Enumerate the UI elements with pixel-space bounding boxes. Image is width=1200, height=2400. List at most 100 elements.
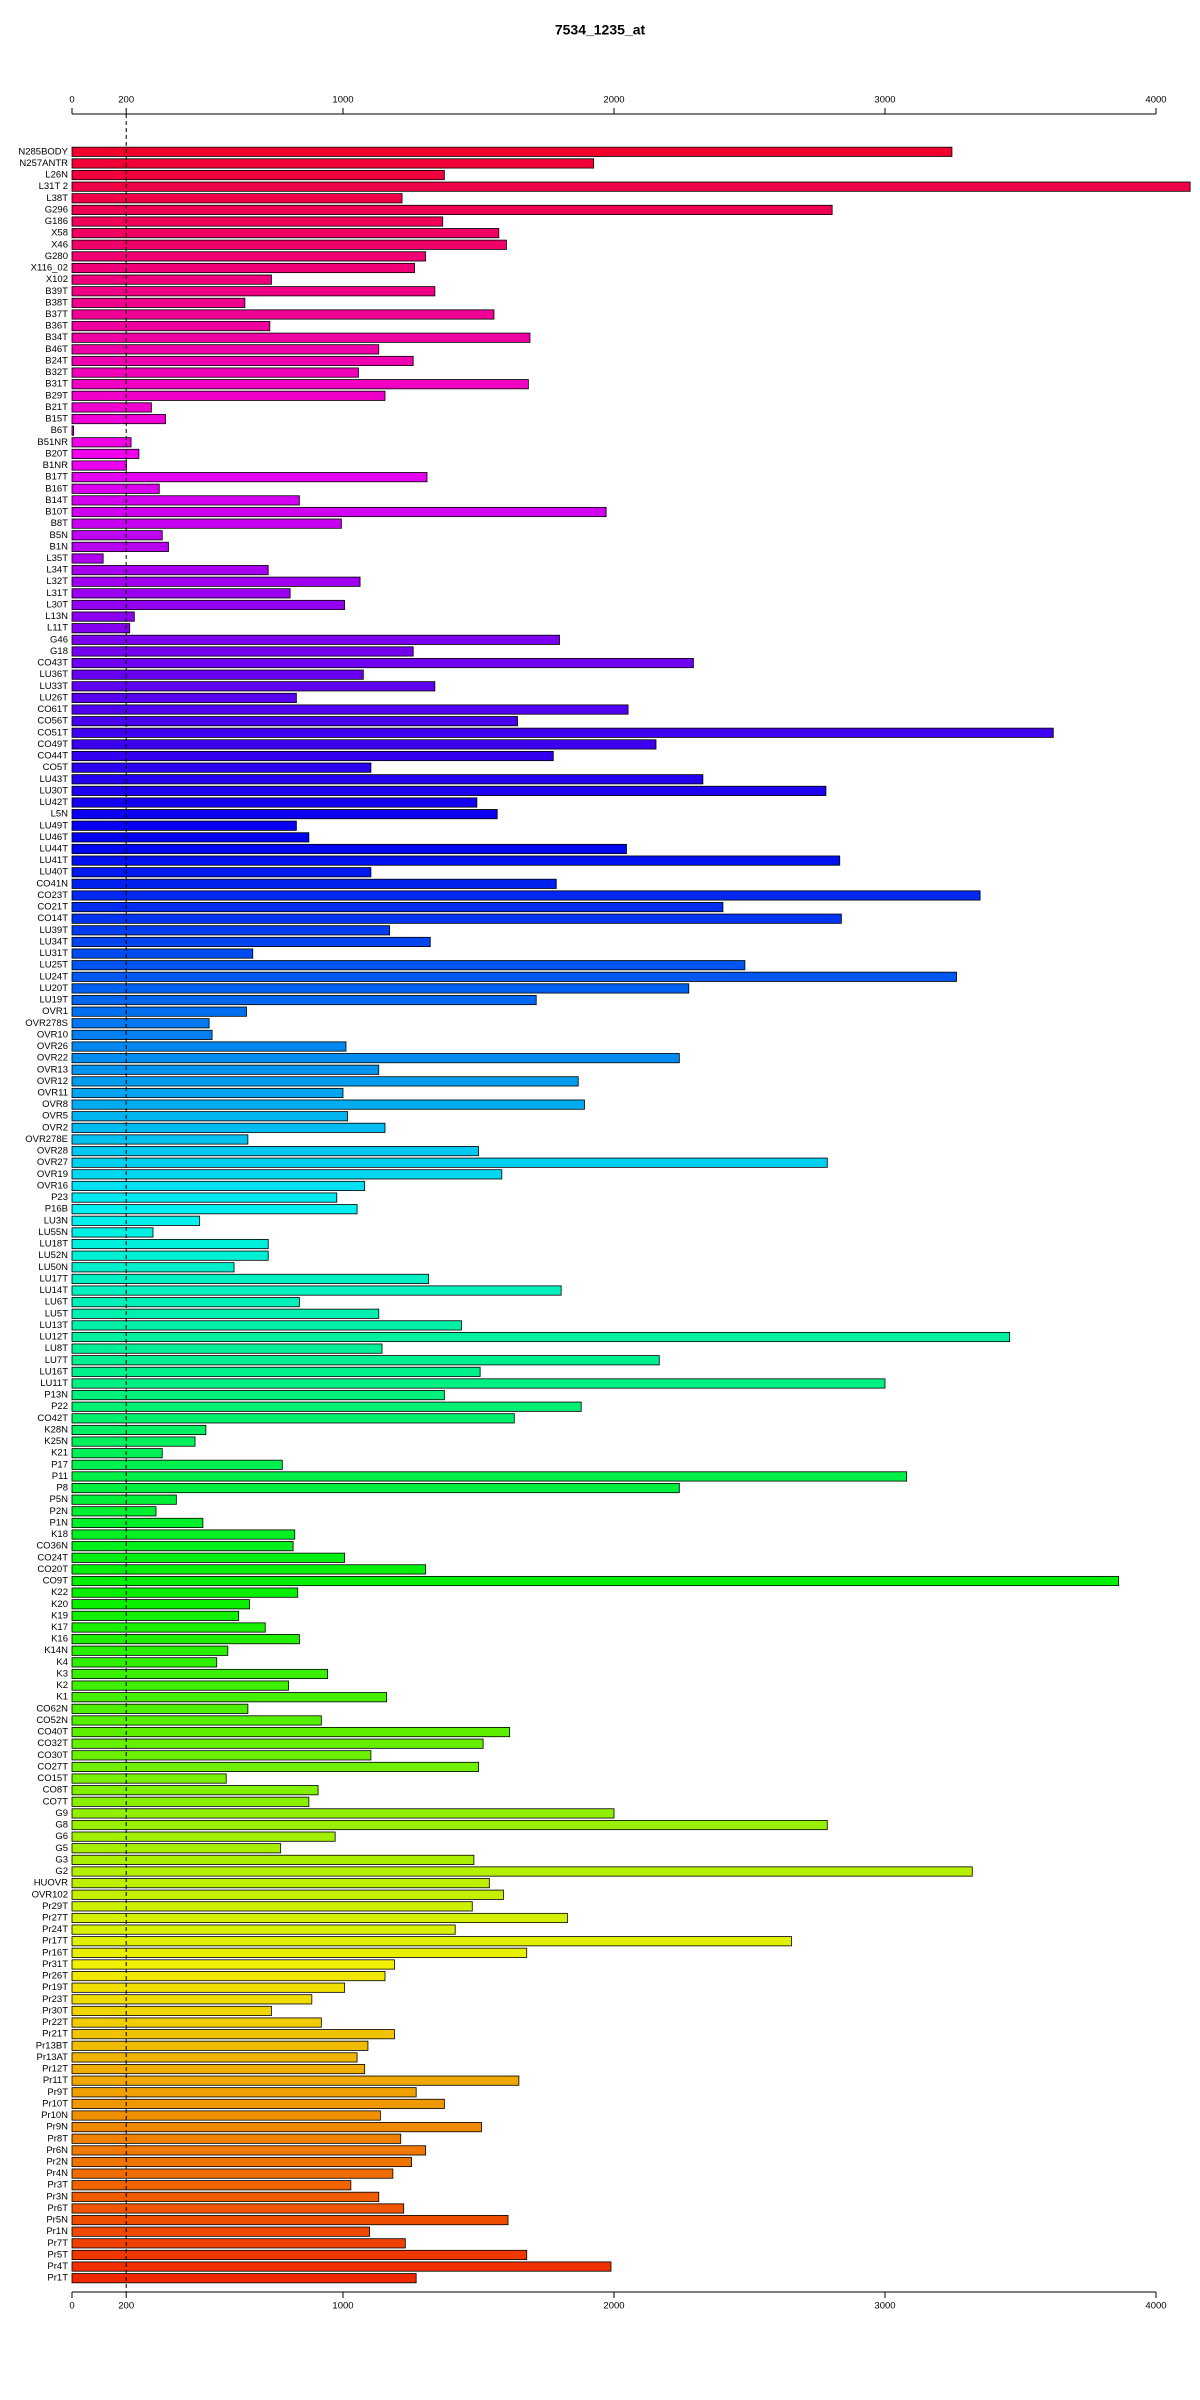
bar: [71, 1819, 828, 1831]
bar: [71, 692, 297, 703]
bar: [71, 193, 403, 204]
bar: [71, 1831, 336, 1842]
y-tick-label: B16T: [45, 483, 68, 494]
y-tick-label: L35T: [46, 553, 68, 564]
y-tick-label: B8T: [51, 518, 69, 529]
bar: [71, 913, 842, 924]
y-tick-label: CO8T: [43, 1785, 69, 1796]
bar: [71, 843, 627, 855]
bar: [71, 1703, 249, 1714]
bar: [71, 1262, 235, 1273]
y-tick-label: G2: [55, 1866, 68, 1877]
bar: [71, 588, 291, 599]
bar: [71, 1982, 346, 1993]
bar: [71, 727, 1054, 738]
y-tick-label: L11T: [47, 623, 68, 634]
bar: [71, 2226, 370, 2237]
y-tick-label: Pr21T: [42, 2029, 68, 2040]
bar: [71, 925, 391, 936]
y-tick-label: LU19T: [39, 995, 68, 1006]
bar: [71, 1343, 383, 1354]
bar: [71, 460, 127, 471]
y-tick-label: B17T: [45, 472, 68, 483]
y-tick-label: OVR12: [37, 1076, 68, 1087]
bar: [71, 820, 297, 831]
y-tick-label: P1N: [50, 1517, 69, 1528]
y-tick-label: B34T: [45, 332, 68, 343]
bar: [71, 1610, 240, 1621]
bar: [71, 983, 690, 994]
bar: [71, 762, 372, 773]
y-tick-label: Pr9T: [47, 2087, 68, 2098]
bar: [71, 1459, 283, 1470]
y-tick-label: K19: [51, 1610, 68, 1621]
bar: [71, 1866, 973, 1877]
bar: [71, 1912, 568, 1924]
bar: [71, 739, 657, 750]
bar: [71, 2110, 381, 2121]
bar: [71, 1796, 310, 1807]
bar: [71, 994, 537, 1006]
x-tick-label: 2000: [603, 95, 624, 106]
bar: [71, 297, 246, 308]
bar: [71, 1587, 299, 1598]
bar: [71, 1006, 247, 1017]
y-tick-label: LU7T: [45, 1355, 68, 1366]
y-tick-label: P16B: [45, 1204, 68, 1215]
y-tick-label: Pr8T: [47, 2133, 68, 2144]
bar: [71, 1761, 479, 1772]
bar: [71, 936, 431, 947]
x-tick-label: 2000: [603, 2301, 624, 2312]
y-tick-label: LU39T: [39, 925, 68, 936]
bar: [71, 2087, 417, 2098]
y-tick-label: OVR102: [32, 1889, 68, 1900]
y-tick-label: G5: [55, 1843, 68, 1854]
y-tick-label: Pr5T: [47, 2249, 68, 2260]
y-tick-label: P13N: [44, 1390, 68, 1401]
y-tick-label: Pr29T: [42, 1901, 68, 1912]
y-tick-label: CO62N: [36, 1703, 68, 1714]
y-tick-label: LU42T: [39, 797, 68, 808]
bar: [71, 181, 1191, 192]
bar: [71, 1715, 322, 1726]
bar: [71, 530, 163, 541]
y-tick-label: B10T: [45, 507, 68, 518]
y-tick-label: P17: [51, 1459, 68, 1470]
bar: [71, 1099, 585, 1110]
y-tick-label: N257ANTR: [19, 158, 68, 169]
y-tick-label: L13N: [45, 611, 68, 622]
y-tick-label: LU25T: [39, 960, 68, 971]
bar: [71, 1959, 395, 1970]
bar: [71, 437, 132, 448]
y-tick-label: CO32T: [37, 1738, 68, 1749]
bar: [71, 1680, 289, 1691]
bar: [71, 2098, 445, 2109]
bar: [71, 634, 560, 645]
y-tick-label: CO24T: [37, 1552, 68, 1563]
bar: [71, 1134, 249, 1145]
bar: [71, 1378, 886, 1389]
y-tick-label: K18: [51, 1529, 68, 1540]
y-tick-label: L32T: [46, 576, 68, 587]
y-tick-label: X46: [51, 239, 68, 250]
bar: [71, 1366, 481, 1377]
y-tick-label: B32T: [45, 367, 68, 378]
y-tick-label: K3: [56, 1668, 68, 1679]
y-tick-label: B24T: [45, 355, 68, 366]
y-tick-label: CO7T: [43, 1796, 69, 1807]
bar: [71, 1064, 380, 1075]
bar: [71, 321, 271, 332]
y-tick-label: L5N: [51, 809, 69, 820]
bar: [71, 286, 436, 297]
x-tick-label: 1000: [332, 2301, 353, 2312]
y-tick-label: CO42T: [37, 1413, 68, 1424]
y-tick-label: K20: [51, 1599, 68, 1610]
y-tick-label: G186: [45, 216, 68, 227]
bar: [71, 1308, 380, 1319]
bar: [71, 1204, 358, 1215]
y-tick-label: LU26T: [39, 692, 68, 703]
x-tick-label: 0: [69, 95, 74, 106]
bar: [71, 170, 445, 181]
y-tick-label: OVR16: [37, 1180, 68, 1191]
bar: [71, 1169, 503, 1180]
